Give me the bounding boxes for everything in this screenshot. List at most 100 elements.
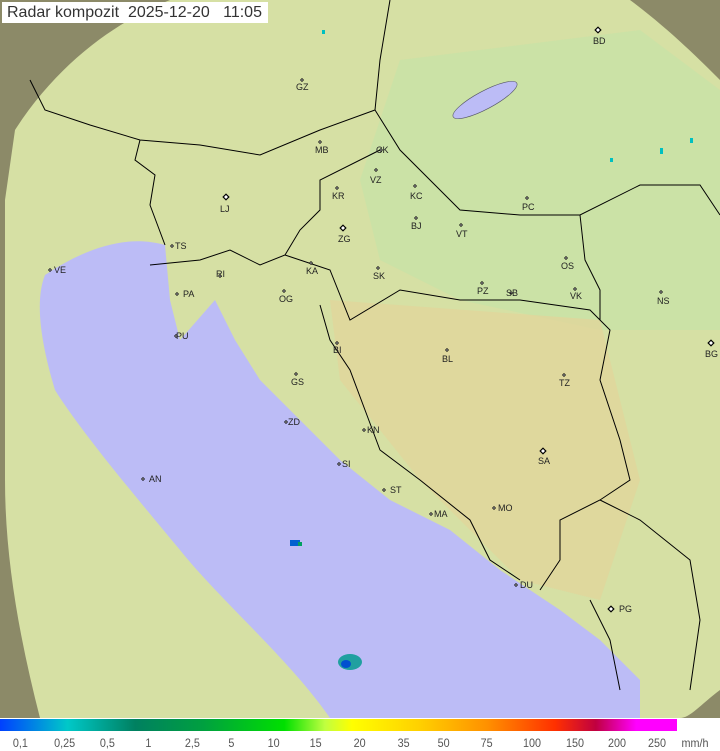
- city-label: BG: [705, 349, 718, 359]
- title-time: 11:05: [223, 4, 262, 21]
- city-label: VE: [54, 265, 66, 275]
- city-ri: RI: [216, 269, 225, 279]
- radar-map: GZ BD MB CK VZ KR KC LJ PC ZG BJ VT TS VE RI KA SK OS PA OG…: [0, 0, 720, 718]
- sea-adriatic: [39, 241, 640, 718]
- city-marker-icon: [509, 291, 513, 295]
- precipitation-color-scale: [0, 719, 677, 731]
- city-marker-icon: [564, 256, 568, 260]
- city-label: BI: [333, 345, 342, 355]
- city-ka: KA: [306, 261, 318, 276]
- city-label: SB: [506, 288, 518, 298]
- city-marker-icon: [382, 488, 386, 492]
- city-label: DU: [520, 580, 533, 590]
- title-date: 2025-12-20: [127, 4, 210, 21]
- legend-value: 50: [437, 736, 450, 750]
- city-marker-icon: [218, 274, 222, 278]
- city-markers: GZ BD MB CK VZ KR KC LJ PC ZG BJ VT TS VE RI KA SK OS PA OG…: [48, 26, 718, 614]
- city-label: GZ: [296, 82, 309, 92]
- city-marker-icon: [607, 605, 615, 613]
- city-marker-icon: [282, 289, 286, 293]
- city-bj: BJ: [411, 216, 422, 231]
- city-marker-icon: [707, 339, 715, 347]
- city-gz: GZ: [296, 78, 309, 92]
- city-marker-icon: [414, 216, 418, 220]
- city-label: PZ: [477, 286, 489, 296]
- legend-value: 5: [228, 736, 235, 750]
- city-vt: VT: [456, 223, 468, 239]
- city-label: VT: [456, 229, 468, 239]
- legend-value: 20: [353, 736, 366, 750]
- city-label: MB: [315, 145, 329, 155]
- city-label: ZD: [288, 417, 300, 427]
- title-label: Radar kompozit: [7, 4, 120, 21]
- city-marker-icon: [309, 261, 313, 265]
- city-marker-icon: [525, 196, 529, 200]
- city-sk: SK: [373, 266, 385, 281]
- city-marker-icon: [318, 140, 322, 144]
- city-label: PC: [522, 202, 535, 212]
- city-label: SI: [342, 459, 351, 469]
- city-label: PG: [619, 604, 632, 614]
- city-label: KN: [367, 425, 380, 435]
- city-bi: BI: [333, 341, 342, 355]
- city-tz: TZ: [559, 373, 570, 388]
- city-ck: CK: [376, 145, 389, 155]
- city-label: OG: [279, 294, 293, 304]
- city-marker-icon: [170, 244, 174, 248]
- city-pc: PC: [522, 196, 535, 212]
- city-kn: KN: [362, 425, 380, 435]
- city-zg: ZG: [338, 224, 351, 244]
- city-zd: ZD: [284, 417, 300, 427]
- city-bg: BG: [705, 339, 718, 359]
- radar-echoes: [290, 30, 693, 670]
- city-marker-icon: [222, 193, 230, 201]
- city-label: CK: [376, 145, 389, 155]
- city-label: VZ: [370, 175, 382, 185]
- city-marker-icon: [562, 373, 566, 377]
- city-vk: VK: [570, 287, 582, 301]
- city-bd: BD: [593, 26, 606, 46]
- legend-value: 250: [648, 736, 667, 750]
- city-marker-icon: [413, 184, 417, 188]
- city-an: AN: [141, 474, 162, 484]
- city-label: VK: [570, 291, 582, 301]
- legend-value: 15: [309, 736, 322, 750]
- city-mo: MO: [492, 503, 513, 513]
- city-marker-icon: [294, 372, 298, 376]
- city-label: PA: [183, 289, 194, 299]
- city-sa: SA: [538, 447, 550, 466]
- city-label: AN: [149, 474, 162, 484]
- city-marker-icon: [379, 148, 383, 152]
- city-pu: PU: [174, 331, 189, 341]
- city-label: TS: [175, 241, 187, 251]
- city-label: BD: [593, 36, 606, 46]
- city-bl: BL: [442, 348, 453, 364]
- city-pg: PG: [607, 604, 632, 614]
- city-ve: VE: [48, 265, 66, 275]
- city-pa: PA: [175, 289, 194, 299]
- city-marker-icon: [335, 186, 339, 190]
- city-marker-icon: [300, 78, 304, 82]
- city-marker-icon: [337, 462, 341, 466]
- city-gs: GS: [291, 372, 304, 387]
- legend-value: 1: [145, 736, 152, 750]
- city-st: ST: [382, 485, 402, 495]
- city-label: KA: [306, 266, 318, 276]
- city-label: MA: [434, 509, 448, 519]
- city-os: OS: [561, 256, 574, 271]
- city-label: OS: [561, 261, 574, 271]
- city-marker-icon: [539, 447, 547, 455]
- city-marker-icon: [445, 348, 449, 352]
- city-marker-icon: [339, 224, 347, 232]
- city-sb: SB: [506, 288, 518, 298]
- city-marker-icon: [429, 512, 433, 516]
- city-kr: KR: [332, 186, 345, 201]
- city-marker-icon: [362, 428, 366, 432]
- city-marker-icon: [573, 287, 577, 291]
- city-marker-icon: [594, 26, 602, 34]
- city-marker-icon: [459, 223, 463, 227]
- city-label: ZG: [338, 234, 351, 244]
- city-marker-icon: [284, 420, 288, 424]
- city-ma: MA: [429, 509, 448, 519]
- city-marker-icon: [174, 334, 178, 338]
